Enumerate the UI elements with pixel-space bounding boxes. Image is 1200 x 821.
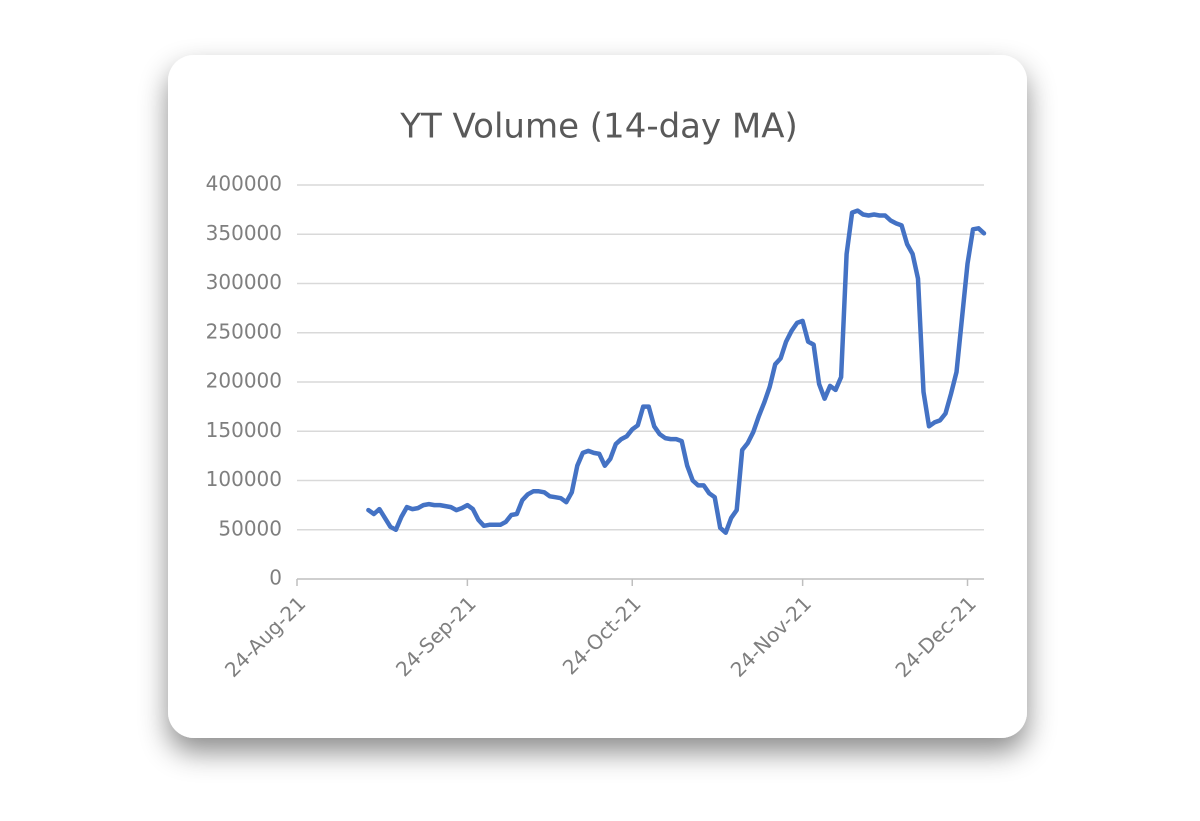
y-tick-label: 150000 [206, 418, 282, 442]
y-tick-label: 0 [269, 566, 282, 590]
card [168, 55, 1027, 738]
y-tick-label: 250000 [206, 319, 282, 343]
y-tick-label: 300000 [206, 270, 282, 294]
data-line [366, 208, 987, 535]
y-tick-label: 100000 [206, 467, 282, 491]
y-tick-label: 50000 [218, 516, 282, 540]
y-tick-label: 200000 [206, 369, 282, 393]
y-tick-label: 400000 [206, 172, 282, 196]
y-tick-label: 350000 [206, 221, 282, 245]
chart-title: YT Volume (14-day MA) [399, 107, 798, 147]
